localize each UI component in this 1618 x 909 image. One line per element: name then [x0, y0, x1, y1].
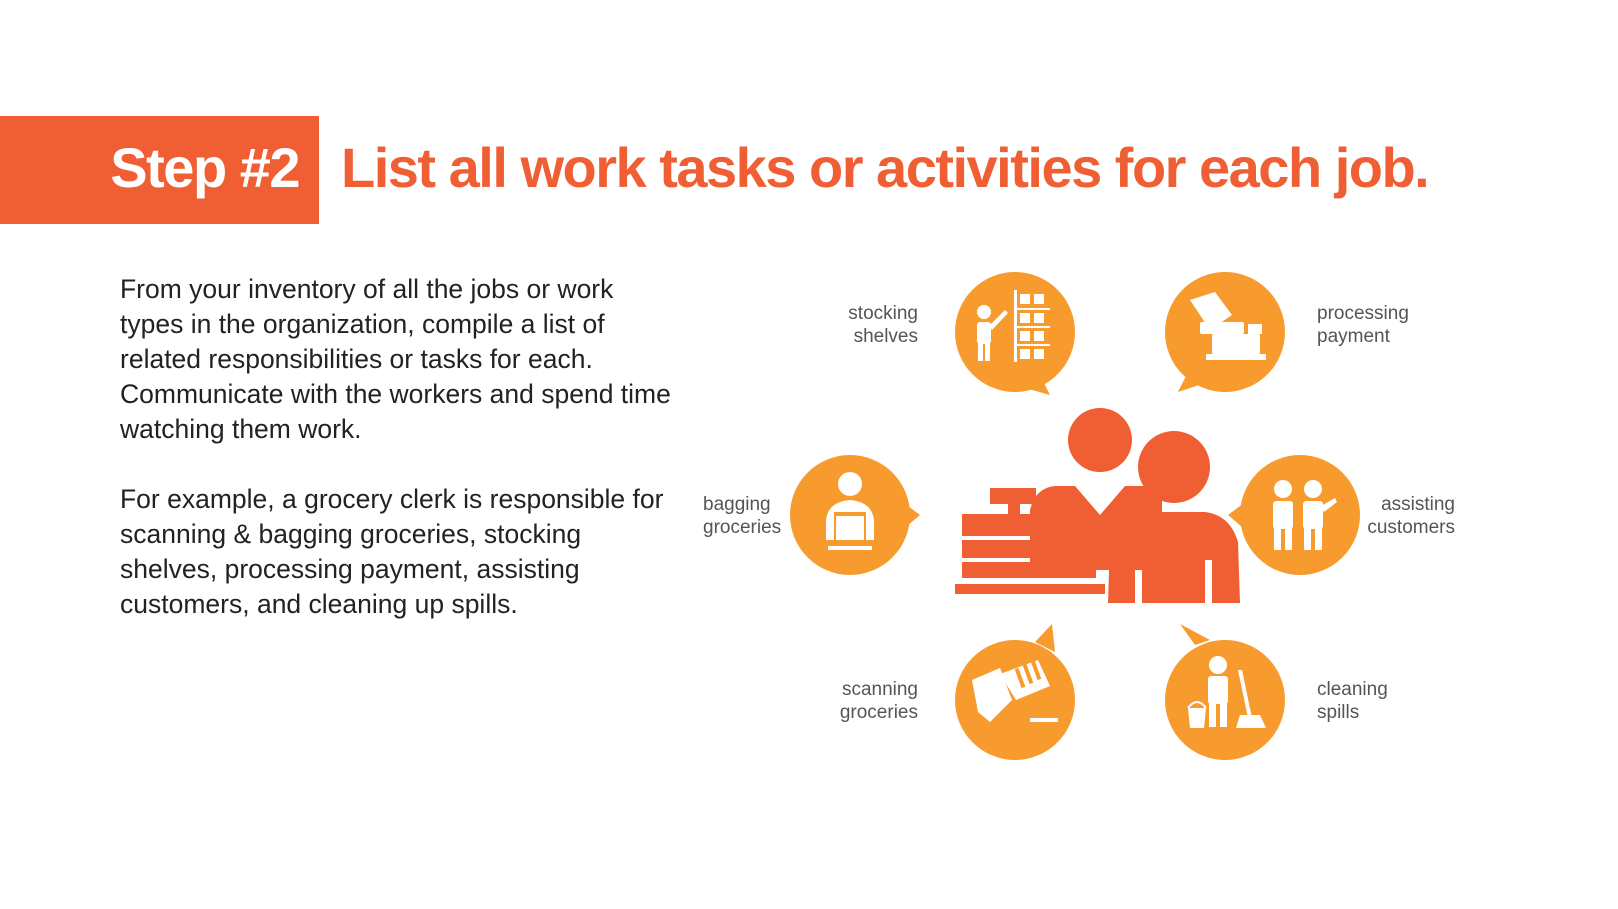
bagging-groceries-bubble — [790, 455, 920, 575]
scanning-groceries-icon — [972, 659, 1058, 722]
task-label-bagging-groceries: bagging groceries — [703, 494, 782, 538]
task-label-stocking-shelves: stocking shelves — [848, 303, 918, 347]
cleaning-spills-icon — [1187, 656, 1266, 728]
task-label-assisting-customers: assisting customers — [1367, 494, 1455, 538]
cleaning-spills-bubble — [1165, 624, 1285, 760]
task-label-cleaning-spills: cleaning spills — [1317, 679, 1388, 723]
processing-payment-bubble — [1165, 272, 1285, 392]
body-text: From your inventory of all the jobs or w… — [120, 272, 680, 657]
stocking-shelves-icon — [977, 290, 1050, 362]
assisting-customers-icon — [1273, 480, 1337, 550]
processing-payment-icon — [1190, 292, 1266, 360]
step-banner: Step #2 — [0, 116, 319, 224]
task-label-scanning-groceries: scanning groceries — [839, 679, 918, 723]
task-diagram: stocking shelves processing payment bagg… — [700, 260, 1560, 780]
example-paragraph: For example, a grocery clerk is responsi… — [120, 484, 664, 619]
step-label: Step #2 — [110, 136, 300, 199]
bagging-groceries-icon — [826, 472, 874, 550]
grocery-clerk-at-register-icon — [955, 408, 1240, 603]
scanning-groceries-bubble — [955, 624, 1075, 760]
assisting-customers-bubble — [1228, 455, 1360, 575]
page-title: List all work tasks or activities for ea… — [341, 136, 1430, 199]
stocking-shelves-bubble — [955, 272, 1075, 395]
intro-paragraph: From your inventory of all the jobs or w… — [120, 274, 671, 444]
task-label-processing-payment: processing payment — [1317, 303, 1409, 347]
